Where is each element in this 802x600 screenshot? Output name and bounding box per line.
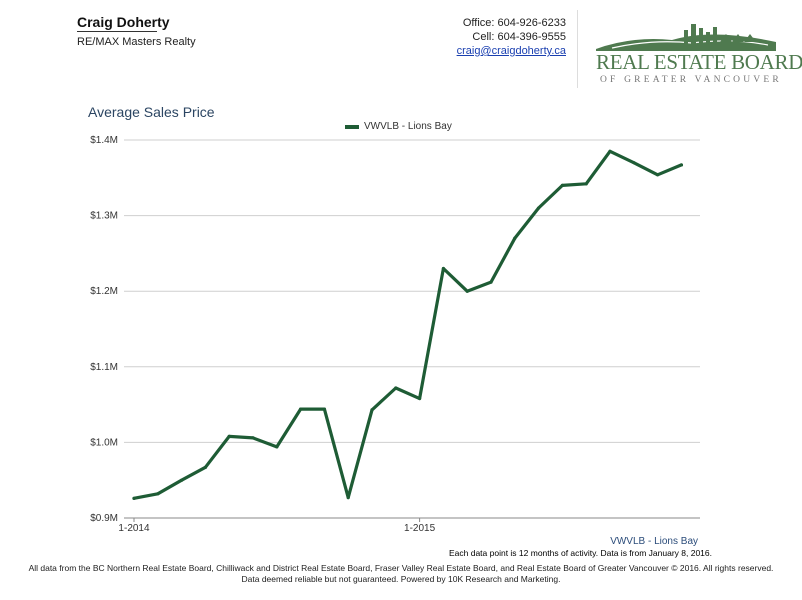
data-point — [156, 492, 160, 496]
data-point — [203, 465, 207, 469]
data-point — [322, 407, 326, 411]
chart-legend: VWVLB - Lions Bay — [345, 121, 452, 132]
data-point — [584, 182, 588, 186]
x-tick-label: 1-2014 — [118, 523, 150, 534]
header-divider — [577, 10, 578, 88]
data-point — [227, 434, 231, 438]
y-tick-label: $1.0M — [90, 437, 118, 448]
data-point — [560, 183, 565, 187]
data-point — [132, 496, 136, 500]
contact-info: Office: 604-926-6233 Cell: 604-396-9555 … — [457, 16, 566, 58]
data-point — [489, 280, 493, 284]
data-point — [465, 289, 469, 293]
data-point — [632, 161, 636, 165]
data-point — [441, 266, 445, 271]
cell-phone: Cell: 604-396-9555 — [472, 31, 566, 43]
board-logo: REAL ESTATE BOARD OF GREATER VANCOUVER — [592, 18, 802, 88]
copyright-line: All data from the BC Northern Real Estat… — [28, 563, 774, 573]
y-tick-label: $1.4M — [90, 135, 118, 146]
data-point — [370, 408, 374, 412]
legend-label: VWVLB - Lions Bay — [364, 121, 452, 132]
data-point — [537, 206, 541, 210]
data-point — [299, 407, 303, 411]
agent-name-underline — [77, 31, 157, 32]
data-point — [394, 386, 398, 390]
city-skyline-icon — [596, 24, 776, 51]
y-tick-label: $1.2M — [90, 286, 118, 297]
chart-title: Average Sales Price — [88, 104, 215, 120]
agent-name: Craig Doherty — [77, 14, 170, 30]
data-point — [679, 163, 684, 167]
y-tick-label: $1.3M — [90, 211, 118, 222]
data-point — [346, 495, 350, 500]
email-link[interactable]: craig@craigdoherty.ca — [456, 45, 566, 57]
data-point — [180, 478, 184, 482]
series-label: VWVLB - Lions Bay — [610, 536, 698, 547]
data-point — [656, 173, 660, 177]
agent-company: RE/MAX Masters Realty — [77, 36, 196, 48]
logo-main-text: REAL ESTATE BOARD — [596, 50, 802, 74]
data-point — [418, 396, 422, 401]
agent-info: Craig Doherty RE/MAX Masters Realty — [77, 14, 196, 48]
legend-swatch — [345, 124, 359, 129]
x-tick-label: 1-2015 — [404, 523, 436, 534]
data-note: Each data point is 12 months of activity… — [448, 548, 712, 558]
logo-sub-text: OF GREATER VANCOUVER — [600, 75, 782, 85]
series-line — [132, 149, 684, 500]
data-point — [608, 149, 612, 153]
data-point — [513, 236, 517, 240]
data-point — [251, 436, 255, 440]
y-tick-label: $0.9M — [90, 513, 118, 524]
data-point — [275, 445, 279, 449]
disclaimer-line: Data deemed reliable but not guaranteed.… — [241, 574, 561, 584]
office-phone: Office: 604-926-6233 — [462, 17, 566, 29]
y-tick-label: $1.1M — [90, 362, 118, 373]
